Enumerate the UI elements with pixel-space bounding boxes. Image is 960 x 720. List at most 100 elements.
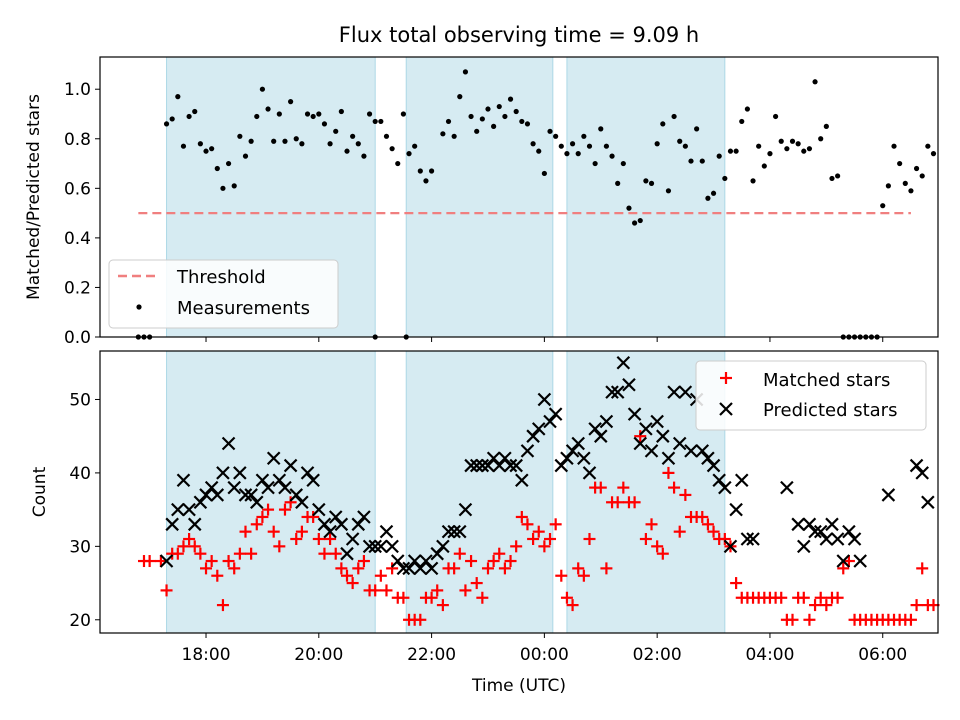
measurement-point [795,141,801,147]
matched-star-point [245,547,258,560]
matched-star-point [459,584,472,597]
predicted-star-point [819,532,834,546]
matched-star-point [555,569,568,582]
predicted-star-point [723,539,738,554]
measurement-point [558,143,564,149]
y-axis-label: Matched/Predicted stars [24,94,44,300]
matched-star-point [566,599,579,612]
matched-star-point [239,525,252,538]
legend: Matched stars Predicted stars [695,360,927,431]
measurement-point [620,160,626,167]
matched-star-point [188,540,201,553]
measurement-point [784,146,790,152]
measurement-point [406,151,412,157]
matched-star-point [837,562,850,575]
predicted-star-point [543,414,557,429]
measurement-point [598,126,604,132]
predicted-star-point [588,422,602,436]
measurement-point [880,203,886,209]
matched-star-point [560,591,573,604]
matched-star-point [594,481,607,494]
measurement-point [496,103,502,110]
predicted-star-point [424,561,439,576]
matched-star-point [521,518,534,531]
legend-label-threshold: Threshold [176,267,266,288]
shaded-regions [166,350,726,634]
matched-star-point [329,547,342,560]
matched-star-point [814,591,827,604]
predicted-star-point [577,451,591,465]
predicted-star-point [605,385,619,399]
predicted-star-point [565,444,580,458]
predicted-star-point [244,488,258,502]
matched-star-point [577,569,590,582]
predicted-star-point [334,517,349,532]
matched-star-point [645,518,658,531]
predicted-star-point [216,466,230,480]
measurement-point [203,148,209,154]
predicted-star-point [633,436,648,451]
matched-star-point [476,591,489,604]
y-tick-label: 40 [69,464,91,484]
measurement-point [412,143,418,149]
measurement-point [919,173,925,179]
measurement-point [327,141,333,147]
measurement-point [925,143,931,149]
matched-star-point [803,613,816,626]
predicted-star-point [909,458,924,473]
measurement-point [908,188,914,194]
matched-star-point [160,584,173,597]
measurement-point [242,153,249,159]
measurement-point [293,136,299,142]
measurement-point [355,141,361,147]
matched-star-point [730,577,743,590]
predicted-star-point [729,502,743,517]
matched-star-point [380,584,393,597]
measurement-point [536,148,542,154]
matched-star-point [532,525,545,538]
star-count-points [137,355,940,626]
measurement-point [220,185,226,191]
matched-star-point [668,481,681,494]
measurement-point [648,180,655,186]
predicted-star-point [357,510,371,524]
y-axis-ticks: 0.0 0.2 0.4 0.6 0.8 1.0 [64,80,100,348]
measurement-point [930,151,937,157]
measurement-point [739,118,745,125]
predicted-star-point [825,517,839,532]
predicted-star-point [661,451,676,465]
measurement-point [541,170,547,177]
matched-star-point [707,525,720,538]
panel-bottom: 20 30 40 50 18:00 20:00 22:00 00:00 02:00 04:00 0… [30,350,940,696]
matched-legend-swatch [720,372,732,384]
y-tick-label: 1.0 [64,80,91,100]
predicted-star-point [644,444,659,458]
matched-star-point [233,547,246,560]
measurement-point [383,133,390,139]
y-tick-label: 0.0 [64,328,91,348]
predicted-star-point [627,407,642,421]
matched-star-point [910,599,923,612]
measurement-point [361,153,367,159]
measurement-point [716,153,722,159]
predicted-star-point [187,517,202,532]
predicted-star-point [261,480,275,495]
legend-label-measurements: Measurements [177,298,310,319]
matched-star-point [600,562,613,575]
measurement-point [665,188,672,194]
measurement-point [688,158,694,164]
measurement-point [592,160,598,167]
chart-title: Flux total observing time = 9.09 h [339,23,699,47]
predicted-star-point [193,495,208,510]
measurement-point [350,133,356,139]
predicted-star-point [278,480,292,495]
matched-star-point [341,569,354,582]
x-tick-label: 22:00 [407,645,456,665]
predicted-star-point [639,422,653,436]
predicted-star-point [340,546,354,561]
matched-star-point [656,547,669,560]
matched-star-point [386,562,399,575]
predicted-star-point [582,466,597,480]
predicted-star-point [706,458,721,473]
shaded-interval-1 [166,350,376,634]
